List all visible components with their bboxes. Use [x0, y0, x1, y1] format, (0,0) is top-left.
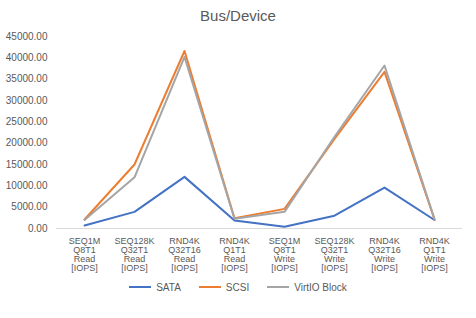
svg-text:0.00: 0.00 — [28, 223, 48, 234]
svg-text:SEQ128KQ32T1Write[IOPS]: SEQ128KQ32T1Write[IOPS] — [314, 236, 354, 273]
svg-text:45000.00: 45000.00 — [6, 31, 48, 42]
svg-text:35000.00: 35000.00 — [6, 73, 48, 84]
svg-text:SEQ1MQ8T1Read[IOPS]: SEQ1MQ8T1Read[IOPS] — [69, 236, 101, 273]
svg-text:10000.00: 10000.00 — [6, 180, 48, 191]
svg-text:RND4KQ32T16Read[IOPS]: RND4KQ32T16Read[IOPS] — [168, 236, 201, 273]
svg-text:15000.00: 15000.00 — [6, 159, 48, 170]
svg-text:RND4KQ32T16Write[IOPS]: RND4KQ32T16Write[IOPS] — [368, 236, 401, 273]
svg-text:RND4KQ1T1Write[IOPS]: RND4KQ1T1Write[IOPS] — [419, 236, 450, 273]
svg-text:30000.00: 30000.00 — [6, 95, 48, 106]
svg-text:SEQ1MQ8T1Write[IOPS]: SEQ1MQ8T1Write[IOPS] — [269, 236, 301, 273]
html-text:SCSI: SCSI — [225, 281, 250, 293]
svg-text:25000.00: 25000.00 — [6, 116, 48, 127]
svg-text:40000.00: 40000.00 — [6, 52, 48, 63]
html-text:VirtIO Block: VirtIO Block — [294, 281, 347, 293]
html-text:SATA: SATA — [156, 281, 181, 293]
html-text:Bus/Device: Bus/Device — [200, 7, 276, 24]
svg-text:SEQ128KQ32T1Read[IOPS]: SEQ128KQ32T1Read[IOPS] — [114, 236, 154, 273]
svg-text:RND4KQ1T1Read[IOPS]: RND4KQ1T1Read[IOPS] — [219, 236, 250, 273]
svg-text:20000.00: 20000.00 — [6, 137, 48, 148]
svg-text:5000.00: 5000.00 — [11, 201, 48, 212]
